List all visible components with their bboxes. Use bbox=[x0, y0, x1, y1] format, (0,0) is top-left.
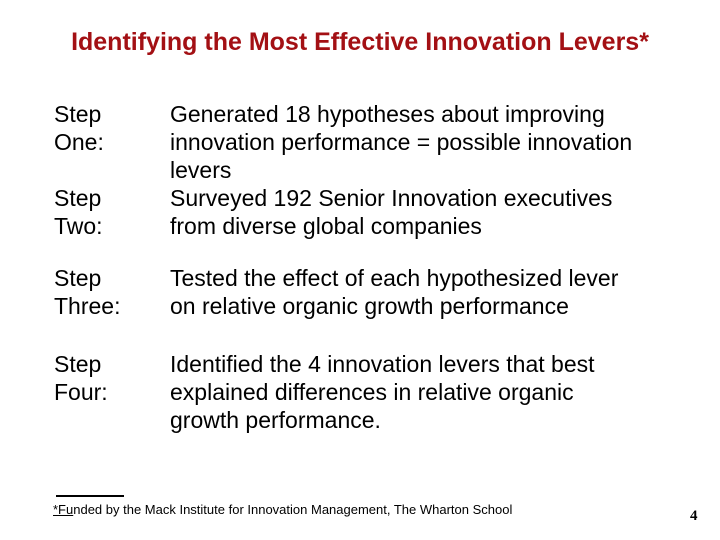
step-one-desc-line-3: levers bbox=[170, 157, 232, 183]
step-two-label-line-2: Two: bbox=[54, 213, 103, 239]
step-four-label: Step Four: bbox=[54, 350, 108, 406]
slide-title: Identifying the Most Effective Innovatio… bbox=[71, 28, 649, 56]
step-one-description: Generated 18 hypotheses about improving … bbox=[170, 100, 632, 184]
page-number: 4 bbox=[690, 508, 698, 524]
step-two-label-line-1: Step bbox=[54, 185, 102, 211]
step-four-label-line-1: Step bbox=[54, 351, 102, 377]
step-three-label-line-2: Three: bbox=[54, 293, 121, 319]
step-four-desc-line-2: explained differences in relative organi… bbox=[170, 379, 574, 405]
step-one-label-line-2: One: bbox=[54, 129, 104, 155]
footnote-text: nded by the Mack Institute for Innovatio… bbox=[73, 502, 513, 517]
step-three-desc-line-2: on relative organic growth performance bbox=[170, 293, 569, 319]
step-one-desc-line-1: Generated 18 hypotheses about improving bbox=[170, 101, 605, 127]
step-one-desc-line-2: innovation performance = possible innova… bbox=[170, 129, 633, 155]
step-two-description: Surveyed 192 Senior Innovation executive… bbox=[170, 184, 612, 240]
step-four-description: Identified the 4 innovation levers that … bbox=[170, 350, 595, 434]
step-two-label: Step Two: bbox=[54, 184, 103, 240]
step-three-desc-line-1: Tested the effect of each hypothesized l… bbox=[170, 265, 619, 291]
step-four-desc-line-3: growth performance. bbox=[170, 407, 381, 433]
footnote: *Funded by the Mack Institute for Innova… bbox=[53, 502, 512, 518]
step-three-description: Tested the effect of each hypothesized l… bbox=[170, 264, 618, 320]
step-one-label: Step One: bbox=[54, 100, 104, 156]
footnote-marker: *Fu bbox=[53, 502, 74, 517]
step-four-label-line-2: Four: bbox=[54, 379, 108, 405]
step-two-desc-line-1: Surveyed 192 Senior Innovation executive… bbox=[170, 185, 613, 211]
step-three-label: Step Three: bbox=[54, 264, 120, 320]
step-four-desc-line-1: Identified the 4 innovation levers that … bbox=[170, 351, 595, 377]
step-one-label-line-1: Step bbox=[54, 101, 102, 127]
step-two-desc-line-2: from diverse global companies bbox=[170, 213, 482, 239]
footnote-divider-line bbox=[56, 495, 124, 497]
step-three-label-line-1: Step bbox=[54, 265, 102, 291]
